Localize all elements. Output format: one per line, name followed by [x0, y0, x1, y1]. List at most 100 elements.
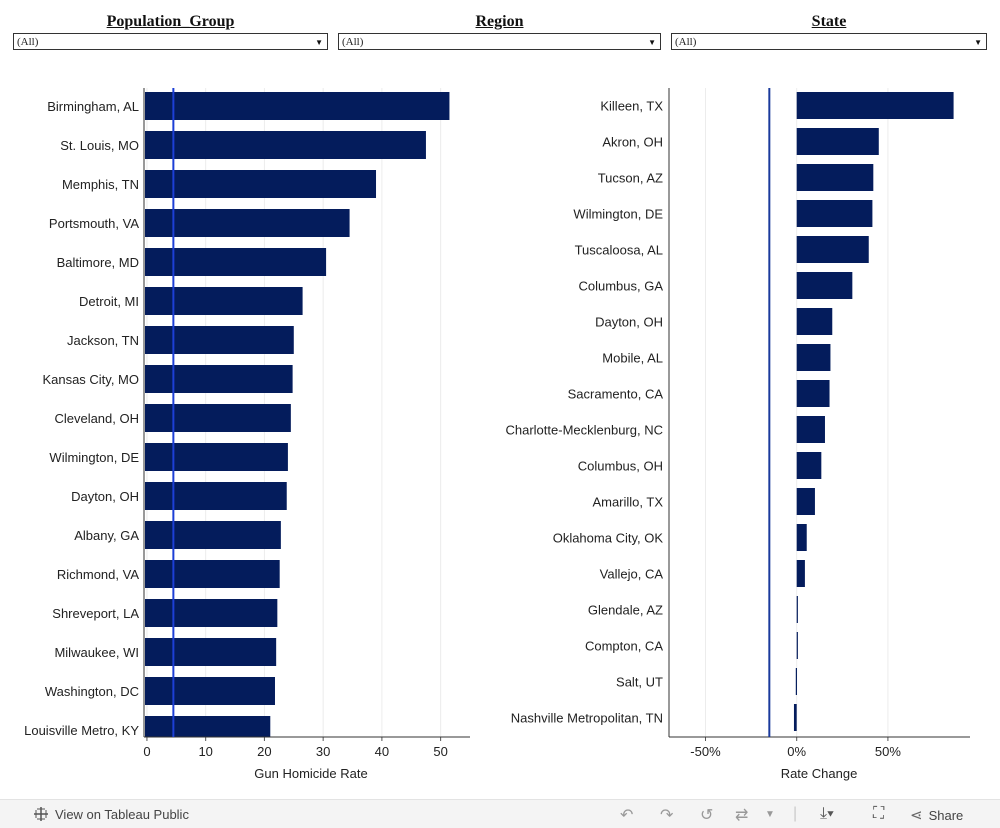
x-tick-label: 0	[143, 744, 150, 759]
bar	[145, 365, 293, 393]
category-label: St. Louis, MO	[60, 138, 139, 153]
bar	[145, 443, 288, 471]
filter-title: State	[811, 13, 847, 30]
bar	[145, 170, 377, 198]
footer-toolbar: View on Tableau Public ↶ ↷ ↺ ⇄ ▼ | ⤓▾ ⛶ …	[0, 799, 1000, 828]
filter-region: Region (All) ▼	[338, 12, 661, 50]
bar	[796, 524, 807, 551]
dropdown-value: (All)	[342, 36, 364, 48]
bar	[796, 380, 830, 407]
bar	[796, 560, 805, 587]
bar	[145, 404, 291, 432]
bar	[145, 638, 277, 666]
redo-icon[interactable]: ↷	[660, 807, 674, 824]
bar	[145, 560, 280, 588]
bar	[796, 452, 822, 479]
bar	[145, 287, 303, 315]
dropdown-arrow-icon: ▼	[974, 38, 982, 47]
x-tick-label: 30	[316, 744, 330, 759]
category-label: Albany, GA	[74, 528, 139, 543]
x-tick-label: -50%	[690, 744, 721, 759]
category-label: Akron, OH	[602, 135, 663, 150]
x-axis-title: Gun Homicide Rate	[254, 766, 367, 781]
category-label: Memphis, TN	[62, 177, 139, 192]
category-label: Nashville Metropolitan, TN	[511, 711, 663, 726]
bar	[796, 92, 954, 119]
x-tick-label: 20	[257, 744, 271, 759]
category-label: Milwaukee, WI	[54, 645, 139, 660]
dropdown-value: (All)	[17, 36, 39, 48]
dropdown-value: (All)	[675, 36, 697, 48]
share-button[interactable]: ⋖ Share	[910, 806, 963, 824]
bar	[145, 599, 278, 627]
x-tick-label: 50%	[875, 744, 901, 759]
category-label: Birmingham, AL	[47, 99, 139, 114]
tableau-logo-icon	[34, 807, 48, 821]
x-tick-label: 50	[433, 744, 447, 759]
x-axis-title: Rate Change	[781, 766, 858, 781]
category-label: Kansas City, MO	[42, 372, 139, 387]
bar	[145, 131, 426, 159]
undo-icon[interactable]: ↶	[620, 807, 634, 824]
fullscreen-icon[interactable]: ⛶	[873, 805, 885, 822]
view-on-tableau-link[interactable]: View on Tableau Public	[33, 806, 189, 822]
separator: |	[793, 805, 798, 822]
category-label: Richmond, VA	[57, 567, 139, 582]
bar	[796, 200, 873, 227]
x-tick-label: 10	[198, 744, 212, 759]
category-label: Compton, CA	[585, 639, 663, 654]
bar	[145, 248, 327, 276]
bar	[796, 488, 815, 515]
bar	[145, 209, 350, 237]
category-label: Cleveland, OH	[54, 411, 139, 426]
download-icon[interactable]: ⤓▾	[820, 805, 834, 822]
filter-title: Population_Group	[106, 13, 235, 30]
category-label: Amarillo, TX	[592, 495, 663, 510]
bar	[796, 128, 879, 155]
bar	[796, 596, 798, 623]
category-label: Columbus, OH	[578, 459, 663, 474]
bar	[145, 716, 271, 737]
category-label: Washington, DC	[45, 684, 139, 699]
state-dropdown[interactable]: (All) ▼	[671, 33, 987, 50]
category-label: Oklahoma City, OK	[553, 531, 664, 546]
category-label: Killeen, TX	[600, 99, 663, 114]
category-label: Vallejo, CA	[600, 567, 664, 582]
category-label: Tucson, AZ	[598, 171, 663, 186]
bar	[145, 677, 275, 705]
bar	[796, 344, 831, 371]
category-label: Glendale, AZ	[588, 603, 663, 618]
revert-icon[interactable]: ↺	[700, 807, 714, 824]
bar	[796, 416, 825, 443]
category-label: Dayton, OH	[595, 315, 663, 330]
share-label: Share	[928, 807, 964, 823]
category-label: Columbus, GA	[578, 279, 663, 294]
pause-dropdown-icon[interactable]: ▼	[765, 809, 775, 820]
category-label: Wilmington, DE	[573, 207, 663, 222]
bar	[793, 704, 797, 731]
charts-canvas: 0 10 20 30 40 50 Birmingham, AL St. Louis, MO Me…	[24, 88, 970, 781]
x-tick-label: 0%	[787, 744, 806, 759]
category-label: Mobile, AL	[602, 351, 663, 366]
category-label: Charlotte-Mecklenburg, NC	[505, 423, 663, 438]
bar	[795, 668, 797, 695]
share-icon: ⋖	[910, 807, 923, 824]
filter-state: State (All) ▼	[671, 12, 987, 50]
refresh-icon[interactable]: ⇄	[735, 807, 749, 824]
view-on-tableau-label: View on Tableau Public	[55, 806, 189, 822]
category-label: Sacramento, CA	[568, 387, 664, 402]
category-label: Baltimore, MD	[57, 255, 139, 270]
filter-population-group: Population_Group (All) ▼	[13, 12, 328, 50]
bar	[796, 632, 798, 659]
region-dropdown[interactable]: (All) ▼	[338, 33, 661, 50]
bar	[145, 92, 450, 120]
bar	[796, 236, 869, 263]
category-label: Dayton, OH	[71, 489, 139, 504]
population-group-dropdown[interactable]: (All) ▼	[13, 33, 328, 50]
dropdown-arrow-icon: ▼	[315, 38, 323, 47]
category-label: Portsmouth, VA	[49, 216, 139, 231]
bar	[145, 482, 287, 510]
dropdown-arrow-icon: ▼	[648, 38, 656, 47]
x-tick-label: 40	[375, 744, 389, 759]
category-label: Louisville Metro, KY	[24, 723, 139, 738]
